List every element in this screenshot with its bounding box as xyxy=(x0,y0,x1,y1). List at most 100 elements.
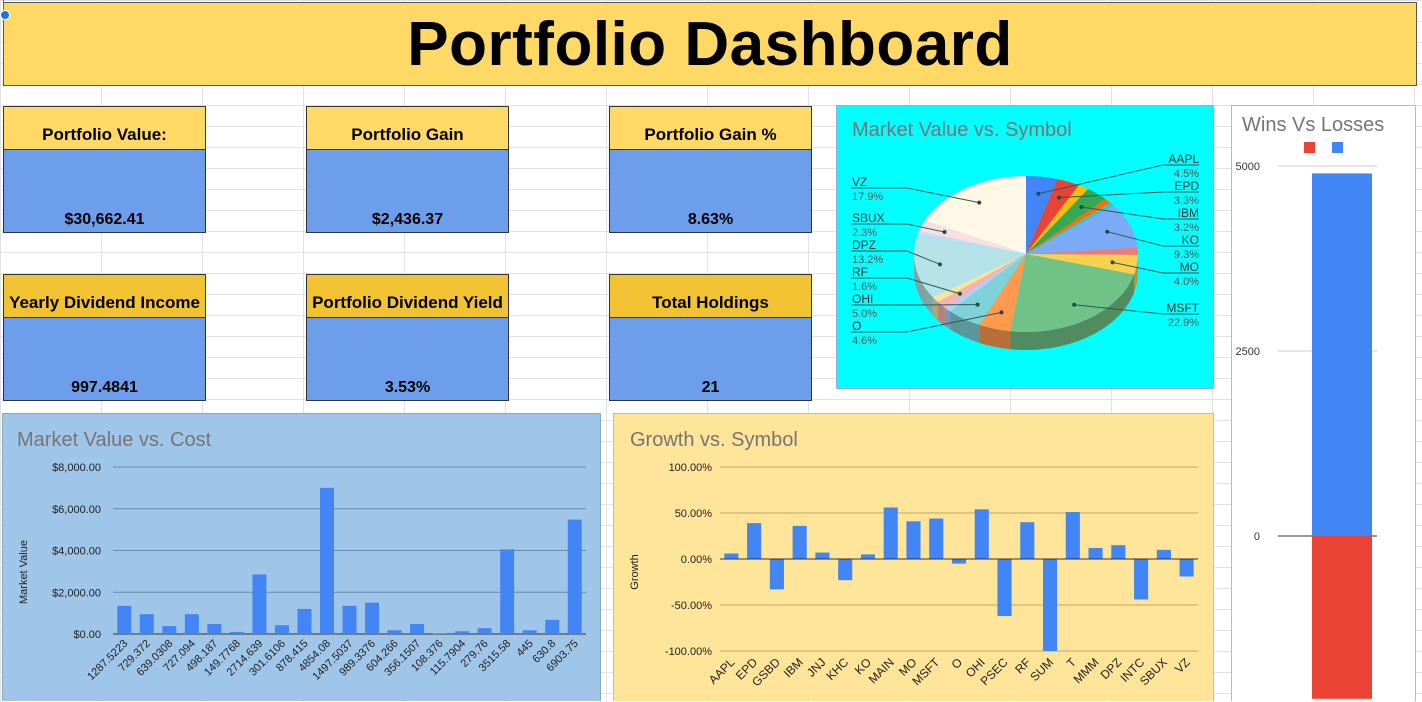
pie-leader-dot-mo xyxy=(1111,260,1115,264)
portfolio-gain-value: $2,436.37 xyxy=(306,149,509,233)
mv-bar-15 xyxy=(455,631,469,634)
mv-ytick-4: $0.00 xyxy=(73,629,101,641)
mv-bar-0 xyxy=(117,606,131,634)
pie-pct-dpz: 13.2% xyxy=(852,254,883,266)
pie-label-dpz: DPZ xyxy=(852,238,876,252)
gr-bar-psec xyxy=(997,559,1011,616)
market-value-cost-svg: $8,000.00$6,000.00$4,000.00$2,000.00$0.0… xyxy=(3,414,602,702)
portfolio-dividend-yield-label: Portfolio Dividend Yield xyxy=(306,274,509,317)
mv-bar-14 xyxy=(433,633,447,634)
mv-bar-12 xyxy=(388,630,402,634)
mv-bar-11 xyxy=(365,603,379,634)
wins-ytick-1: 2500 xyxy=(1236,346,1260,358)
market-value-cost-chart[interactable]: Market Value vs. Cost $8,000.00$6,000.00… xyxy=(2,413,601,701)
gr-bar-main xyxy=(884,507,898,559)
gr-xtick-sum: SUM xyxy=(1027,655,1056,684)
pie-leader-dot-msft xyxy=(1072,303,1076,307)
pie-side-slice-12 xyxy=(945,308,950,329)
gr-xtick-khc: KHC xyxy=(823,655,851,683)
pie-label-msft: MSFT xyxy=(1166,301,1199,315)
legend-swatch-wins xyxy=(1332,142,1343,153)
mv-bar-13 xyxy=(410,624,424,634)
mv-bar-19 xyxy=(545,620,559,634)
portfolio-gain-percent-label: Portfolio Gain % xyxy=(609,106,812,149)
pie-label-mo: MO xyxy=(1180,260,1199,274)
pie-leader-dot-ko xyxy=(1105,230,1109,234)
wins-ytick-0: 5000 xyxy=(1236,161,1260,173)
bar-losses xyxy=(1312,536,1372,699)
pie-label-epd: EPD xyxy=(1174,179,1199,193)
gr-bar-ko xyxy=(861,554,875,559)
gr-bar-t xyxy=(1066,512,1080,559)
gr-bar-jnj xyxy=(815,553,829,559)
mv-bar-18 xyxy=(523,630,537,634)
gr-bar-epd xyxy=(747,523,761,559)
mv-ytick-1: $6,000.00 xyxy=(52,504,101,516)
pie-leader-dot-aapl xyxy=(1036,192,1040,196)
gr-xtick-t: T xyxy=(1064,655,1080,671)
pie-pct-ohi: 5.0% xyxy=(852,308,877,320)
mv-bar-17 xyxy=(500,549,514,634)
gr-bar-sum xyxy=(1043,559,1057,651)
total-holdings-value: 21 xyxy=(609,317,812,401)
gr-ytick-0: 100.00% xyxy=(669,462,713,474)
portfolio-dividend-yield-value: 3.53% xyxy=(306,317,509,401)
gr-bar-khc xyxy=(838,559,852,580)
mv-bar-3 xyxy=(185,614,199,634)
gr-xtick-mmm: MMM xyxy=(1071,655,1102,686)
pie-leader-dot-epd xyxy=(1057,196,1061,200)
mv-bar-2 xyxy=(162,626,176,634)
gr-ytick-3: -50.00% xyxy=(671,600,712,612)
total-holdings-label: Total Holdings xyxy=(609,274,812,317)
gr-xtick-main: MAIN xyxy=(866,655,897,686)
gr-ytick-1: 50.00% xyxy=(675,508,713,520)
pie-label-rf: RF xyxy=(852,265,868,279)
pie-leader-dot-sbux xyxy=(943,230,947,234)
dashboard-title: Portfolio Dashboard xyxy=(407,9,1012,80)
mv-ytick-3: $2,000.00 xyxy=(52,587,101,599)
gr-xtick-vz: VZ xyxy=(1172,655,1193,676)
cell-selection-handle[interactable] xyxy=(0,0,10,24)
pie-label-aapl: AAPL xyxy=(1168,152,1199,166)
bar-wins xyxy=(1312,173,1372,536)
mv-bar-16 xyxy=(478,628,492,634)
pie-leader-dot-ohi xyxy=(976,303,980,307)
gr-bar-mmm xyxy=(1089,548,1103,559)
pie-label-ohi: OHI xyxy=(852,292,873,306)
legend-swatch-losses xyxy=(1304,142,1315,153)
gr-ylabel: Growth xyxy=(629,554,641,589)
gr-bar-ibm xyxy=(793,526,807,559)
gr-bar-msft xyxy=(929,519,943,559)
pie-leader-dot-rf xyxy=(958,292,962,296)
gr-bar-sbux xyxy=(1157,550,1171,559)
gr-ytick-2: 0.00% xyxy=(681,554,712,566)
mv-bar-4 xyxy=(207,624,221,634)
gr-ytick-4: -100.00% xyxy=(665,646,712,658)
pie-chart-svg: AAPL4.5%EPD3.3%IBM3.2%KO9.3%MO4.0%MSFT22… xyxy=(837,106,1215,390)
yearly-dividend-income-value: 997.4841 xyxy=(3,317,206,401)
gr-bar-aapl xyxy=(724,553,738,559)
mv-bar-7 xyxy=(275,625,289,634)
gr-xtick-msft: MSFT xyxy=(909,655,942,688)
portfolio-value-value: $30,662.41 xyxy=(3,149,206,233)
portfolio-gain-percent-value: 8.63% xyxy=(609,149,812,233)
gr-xtick-aapl: AAPL xyxy=(706,655,738,687)
pie-leader-dot-o xyxy=(1000,310,1004,314)
portfolio-value-label: Portfolio Value: xyxy=(3,106,206,149)
growth-symbol-chart[interactable]: Growth vs. Symbol 100.00%50.00%0.00%-50.… xyxy=(613,413,1214,701)
mv-bar-10 xyxy=(343,606,357,634)
gr-bar-ohi xyxy=(975,509,989,559)
mv-bar-9 xyxy=(320,488,334,634)
gr-xtick-ibm: IBM xyxy=(781,655,806,680)
selection-dot[interactable] xyxy=(0,10,10,20)
pie-leader-dot-ibm xyxy=(1079,205,1083,209)
dashboard-title-bar: Portfolio Dashboard xyxy=(3,2,1417,86)
gr-bar-mo xyxy=(906,521,920,559)
mv-bar-20 xyxy=(568,520,582,634)
pie-leader-dot-vz xyxy=(977,201,981,205)
gr-bar-rf xyxy=(1020,522,1034,559)
mv-ylabel: Market Value xyxy=(18,540,30,604)
